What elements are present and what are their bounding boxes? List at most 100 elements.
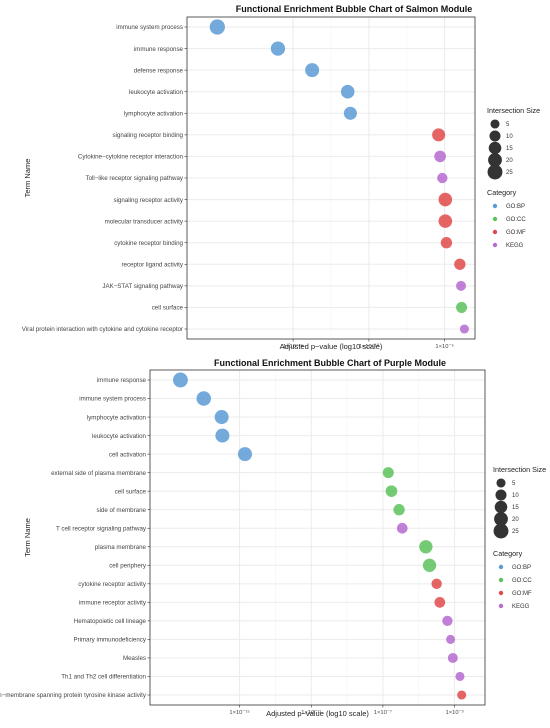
bubble-gobp	[305, 63, 320, 78]
legend-size-bubble	[494, 500, 508, 514]
x-axis-title: Adjusted p−value (log10 scale)	[266, 709, 369, 718]
bubble-gomf	[434, 597, 446, 608]
y-tick-label: lymphocyte activation	[87, 414, 147, 421]
y-axis-title: Term Name	[23, 159, 32, 198]
legend-category-key	[498, 577, 504, 583]
legend-size-bubble	[488, 141, 502, 155]
legend-size-label: 15	[512, 505, 519, 511]
legend-size-bubble	[490, 119, 500, 129]
bubble-gocc	[456, 301, 468, 313]
bubble-kegg	[434, 150, 446, 163]
legend-category-label: GO:BP	[506, 204, 525, 210]
y-tick-label: molecular transducer activity	[105, 218, 184, 225]
y-tick-label: leukocyte activation	[92, 433, 147, 440]
y-tick-label: cytokine receptor activity	[78, 581, 147, 588]
legend-category-label: KEGG	[512, 604, 530, 610]
bubble-gomf	[432, 128, 446, 142]
bubble-gomf	[431, 578, 442, 589]
legend-size-label: 5	[506, 122, 510, 128]
legend-size-bubble	[493, 523, 509, 539]
y-tick-label: Cytokine−cytokine receptor interaction	[78, 154, 184, 161]
legend-category-title: Category	[493, 549, 523, 558]
legend-size-label: 15	[506, 146, 513, 152]
legend-size-title: Intersection Size	[487, 106, 540, 115]
y-tick-label: plasma membrane	[95, 544, 147, 551]
legend-size-label: 25	[506, 170, 513, 176]
legend-size-label: 10	[512, 493, 519, 499]
legend-category-key	[498, 590, 504, 596]
bubble-kegg	[437, 172, 448, 184]
legend-size-label: 20	[506, 158, 513, 164]
bubble-gobp	[214, 410, 229, 425]
x-tick-label: 1×10⁻¹⁵	[229, 709, 250, 716]
y-tick-label: cytokine receptor binding	[114, 240, 183, 247]
y-tick-label: signaling receptor binding	[112, 132, 183, 139]
bubble-gobp	[237, 447, 252, 462]
legend-size-title: Intersection Size	[493, 465, 546, 474]
y-tick-label: receptor ligand activity	[121, 261, 183, 268]
legend-category-label: GO:MF	[506, 230, 526, 236]
chart-2: Functional Enrichment Bubble Chart of Pu…	[0, 358, 546, 718]
bubble-kegg	[456, 280, 467, 291]
legend-size-bubble	[489, 130, 501, 142]
x-tick-label: 1×10⁻⁵	[435, 343, 454, 350]
bubble-gobp	[340, 84, 355, 99]
y-tick-label: immune receptor activity	[79, 600, 147, 607]
y-tick-label: Primary immunodeficiency	[73, 637, 146, 644]
bubble-kegg	[442, 615, 453, 627]
y-tick-label: immune response	[97, 377, 147, 384]
bubble-gocc	[382, 467, 394, 479]
y-tick-label: Measles	[123, 655, 146, 662]
y-tick-label: lymphocyte activation	[124, 110, 184, 117]
y-tick-label: side of membrane	[96, 507, 146, 514]
y-tick-label: external side of plasma membrane	[51, 470, 146, 477]
legend-size-label: 25	[512, 529, 519, 535]
legend-category-label: GO:BP	[512, 565, 531, 571]
bubble-gobp	[172, 372, 188, 388]
y-tick-label: immune response	[134, 46, 184, 53]
legend-category-key	[492, 242, 498, 248]
y-tick-label: Hematopoietic cell lineage	[74, 618, 147, 625]
y-tick-label: cell periphery	[109, 562, 147, 569]
legend-size-label: 5	[512, 481, 516, 487]
legend-size-bubble	[488, 153, 502, 167]
chart-title: Functional Enrichment Bubble Chart of Sa…	[236, 4, 473, 14]
y-tick-label: cell surface	[152, 305, 184, 312]
legend-category-key	[492, 229, 498, 235]
legend-size-bubble	[494, 512, 508, 526]
y-tick-label: signaling receptor activity	[114, 197, 184, 204]
y-tick-label: T cell receptor signaling pathway	[56, 525, 147, 532]
y-axis-title: Term Name	[23, 518, 32, 557]
legend-category-key	[492, 216, 498, 222]
legend-category-label: KEGG	[506, 243, 524, 249]
legend-category-label: GO:MF	[512, 591, 532, 597]
bubble-gobp	[215, 428, 230, 443]
legend-size-bubble	[487, 164, 503, 180]
y-tick-label: cell surface	[115, 488, 147, 495]
legend-category-label: GO:CC	[512, 578, 532, 584]
bubble-gobp	[209, 19, 225, 35]
bubble-gobp	[343, 106, 357, 120]
y-tick-label: JAK−STAT signaling pathway	[102, 283, 184, 290]
y-tick-label: non−membrane spanning protein tyrosine k…	[0, 692, 147, 699]
bubble-gomf	[438, 192, 453, 207]
legend-category-key	[498, 564, 504, 570]
y-tick-label: cell activation	[109, 451, 147, 458]
legend-category-key	[492, 203, 498, 209]
legend-size-bubble	[496, 478, 506, 488]
chart-title: Functional Enrichment Bubble Chart of Pu…	[214, 358, 446, 368]
legend-size-label: 10	[506, 134, 513, 140]
bubble-kegg	[446, 634, 456, 644]
bubble-gomf	[440, 237, 453, 249]
bubble-kegg	[396, 522, 408, 534]
x-axis-title: Adjusted p−value (log10 scale)	[280, 342, 383, 351]
y-tick-label: immune system process	[116, 24, 183, 31]
bubble-gomf	[454, 258, 466, 270]
bubble-gomf	[438, 214, 453, 228]
bubble-gobp	[196, 391, 211, 406]
x-tick-label: 1×10⁻¹⁰	[359, 343, 380, 350]
y-tick-label: Viral protein interaction with cytokine …	[22, 326, 183, 333]
bubble-kegg	[455, 671, 465, 682]
